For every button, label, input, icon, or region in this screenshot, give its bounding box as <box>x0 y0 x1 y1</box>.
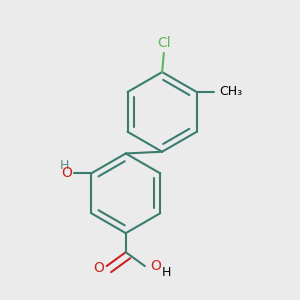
Text: CH₃: CH₃ <box>219 85 242 98</box>
Text: H: H <box>161 266 171 280</box>
Text: O: O <box>94 261 104 275</box>
Text: O: O <box>61 167 72 180</box>
Text: O: O <box>150 259 161 273</box>
Text: H: H <box>59 159 69 172</box>
Text: Cl: Cl <box>157 35 171 50</box>
